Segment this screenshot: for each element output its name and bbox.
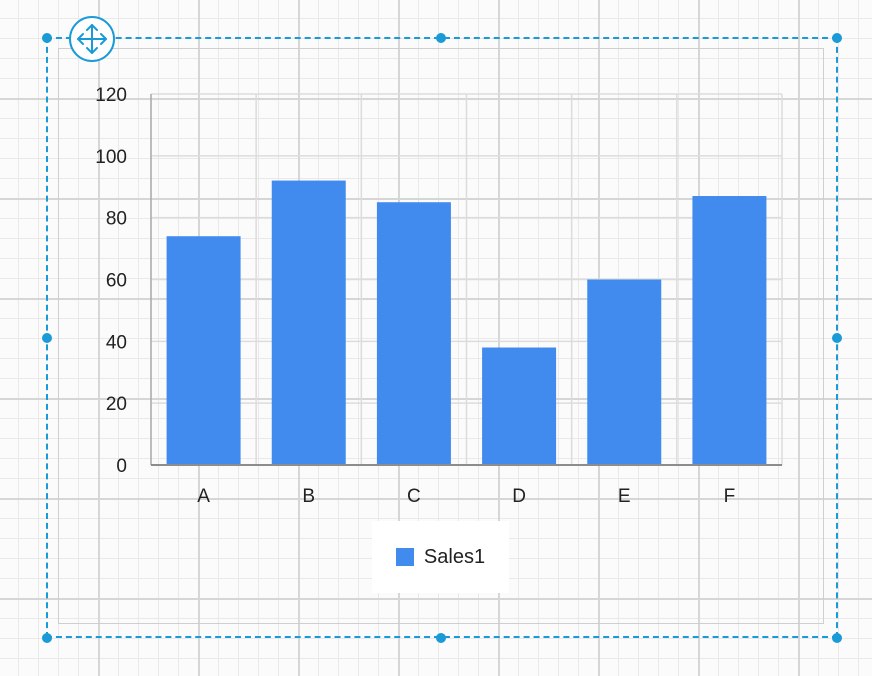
legend-swatch-sales1: [395, 548, 414, 566]
chart-tick-labels: 0 20 40 60 80 100 120 A B C D E F: [95, 85, 735, 507]
bar-a: [166, 236, 241, 465]
resize-handle-top-left[interactable]: [42, 33, 52, 43]
y-tick-label: 20: [106, 394, 127, 415]
chart-frame: [58, 48, 824, 624]
move-handle[interactable]: [69, 16, 115, 62]
chart-axes: [150, 94, 782, 466]
x-tick-label: E: [618, 486, 631, 507]
resize-handle-top-right[interactable]: [832, 33, 842, 43]
x-tick-label: D: [512, 486, 526, 507]
bar-f: [692, 196, 767, 465]
x-tick-label: B: [302, 486, 315, 507]
x-tick-label: F: [724, 486, 736, 507]
y-tick-label: 60: [106, 271, 127, 292]
chart-legend: Sales1: [372, 521, 509, 593]
resize-handle-middle-right[interactable]: [832, 333, 842, 343]
legend-label-sales1: Sales1: [423, 545, 486, 568]
resize-handle-middle-left[interactable]: [42, 333, 52, 343]
y-tick-label: 40: [106, 332, 127, 353]
bar-d: [482, 347, 557, 465]
y-tick-label: 100: [95, 147, 127, 168]
resize-handle-bottom-left[interactable]: [42, 633, 52, 643]
y-tick-label: 80: [106, 209, 127, 230]
resize-handle-bottom-right[interactable]: [832, 633, 842, 643]
chart-gridlines: [151, 93, 783, 465]
resize-handle-bottom-center[interactable]: [436, 633, 446, 643]
x-tick-label: A: [197, 486, 210, 507]
chart-bars: [166, 180, 767, 466]
bar-c: [376, 202, 451, 466]
resize-handle-top-center[interactable]: [436, 33, 446, 43]
bar-b: [271, 180, 346, 466]
x-tick-label: C: [407, 486, 421, 507]
move-arrows-icon: [77, 24, 107, 54]
bar-e: [587, 279, 662, 465]
y-tick-label: 120: [95, 85, 127, 106]
y-tick-label: 0: [116, 456, 127, 477]
